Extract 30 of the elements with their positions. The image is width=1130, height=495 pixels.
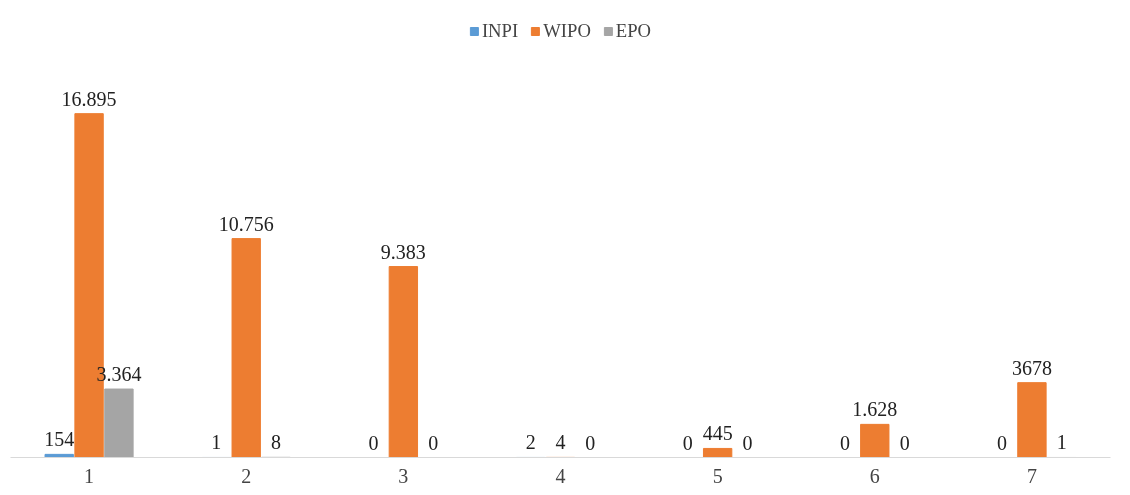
x-tick-label: 5 <box>712 464 723 487</box>
data-label: 9.383 <box>380 240 426 263</box>
data-label: 0 <box>368 431 379 454</box>
data-label: 154 <box>44 428 75 451</box>
x-tick-label: 1 <box>84 464 95 487</box>
x-tick-label: 4 <box>555 464 566 487</box>
data-label: 0 <box>839 431 850 454</box>
data-label: 4 <box>555 431 566 454</box>
legend-label: INPI <box>481 20 519 42</box>
data-label: 1 <box>1056 431 1067 454</box>
data-label: 8 <box>271 431 282 454</box>
data-label: 2 <box>525 431 536 454</box>
data-label: 0 <box>997 431 1008 454</box>
data-label: 0 <box>742 431 753 454</box>
data-label: 445 <box>702 422 733 445</box>
data-label: 1 <box>211 431 222 454</box>
legend-label: WIPO <box>543 20 591 42</box>
data-label: 0 <box>682 431 693 454</box>
legend-label: EPO <box>615 20 652 42</box>
x-tick-label: 2 <box>241 464 252 487</box>
data-label: 0 <box>899 431 910 454</box>
x-tick-label: 7 <box>1026 464 1037 487</box>
data-label: 10.756 <box>218 212 274 235</box>
data-label: 16.895 <box>61 87 117 110</box>
data-label: 1.628 <box>852 398 898 421</box>
x-tick-label: 6 <box>869 464 880 487</box>
data-label: 0 <box>428 431 439 454</box>
x-tick-label: 3 <box>398 464 409 487</box>
data-label: 3678 <box>1011 356 1052 379</box>
data-label: 0 <box>585 431 596 454</box>
